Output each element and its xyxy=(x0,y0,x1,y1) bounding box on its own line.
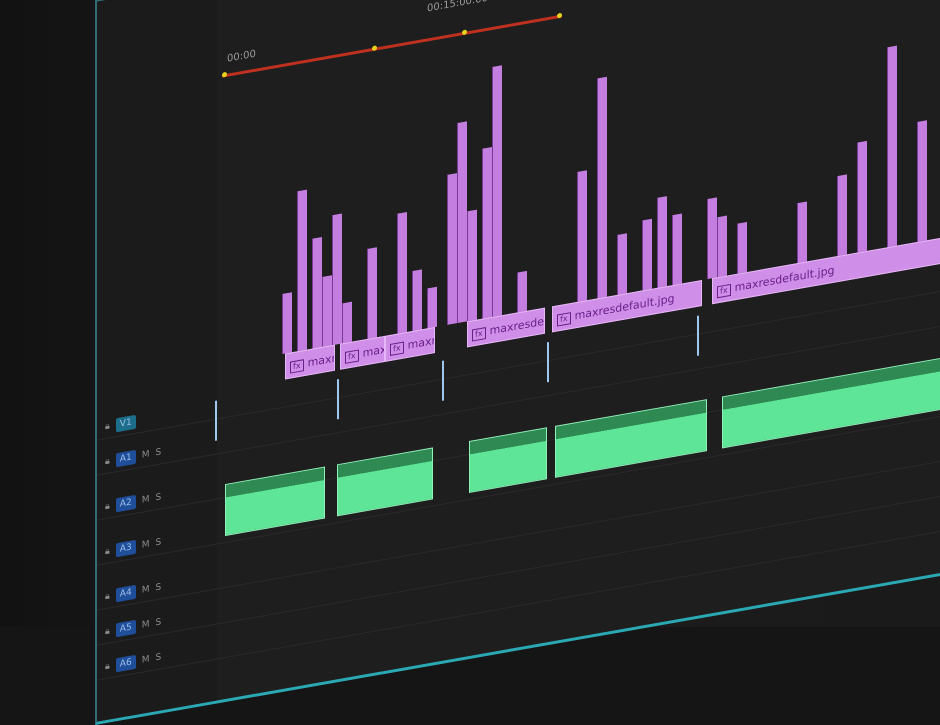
lock-icon[interactable]: 🔒︎ xyxy=(105,501,110,513)
keyframe-bar xyxy=(577,170,587,303)
mute-button[interactable]: M xyxy=(141,449,150,461)
lock-icon[interactable]: 🔒︎ xyxy=(105,626,110,638)
edit-marker xyxy=(442,360,444,401)
keyframe-bar xyxy=(322,275,332,347)
solo-button[interactable]: S xyxy=(155,582,162,594)
keyframe-bar xyxy=(492,65,502,317)
clip-label: maxresde xyxy=(489,314,545,338)
audio-clip[interactable] xyxy=(337,447,433,517)
keyframe-bar xyxy=(887,45,897,248)
edit-marker xyxy=(215,400,217,441)
video-clip[interactable]: fx maxresde xyxy=(467,307,545,348)
track-name[interactable]: V1 xyxy=(115,414,136,433)
keyframe-bar xyxy=(342,301,352,344)
keyframe-bar xyxy=(917,120,927,243)
track-name[interactable]: A3 xyxy=(115,539,136,558)
video-clip[interactable]: fx maxresdefault.jpg xyxy=(552,279,702,333)
clip-label: maxi xyxy=(362,342,385,360)
timecode-mark: 00:15:00:00 xyxy=(427,0,489,15)
lock-icon[interactable]: 🔒︎ xyxy=(105,661,110,673)
clip-label: maxr xyxy=(307,351,335,370)
lock-icon[interactable]: 🔒︎ xyxy=(105,546,110,558)
fx-badge: fx xyxy=(717,283,731,299)
fx-badge: fx xyxy=(390,341,404,356)
lock-icon[interactable]: 🔒︎ xyxy=(105,421,110,433)
solo-button[interactable]: S xyxy=(155,537,162,549)
lock-icon[interactable]: 🔒︎ xyxy=(105,456,110,468)
keyframe-bar xyxy=(447,173,457,325)
keyframe-bar xyxy=(397,211,407,334)
keyframe-bar xyxy=(737,222,747,274)
keyframe-bar xyxy=(642,218,652,291)
keyframe-bar xyxy=(312,236,322,349)
keyframe-bar xyxy=(332,213,342,346)
mute-button[interactable]: M xyxy=(141,654,150,666)
keyframe-bar xyxy=(482,146,492,319)
keyframe-bar xyxy=(427,286,437,329)
timecode-start: 00:00 xyxy=(227,48,256,65)
keyframe-bar xyxy=(617,233,627,295)
video-clip[interactable]: fx maxr xyxy=(285,344,335,380)
audio-clip[interactable] xyxy=(555,399,707,478)
edit-marker xyxy=(697,315,699,356)
mute-button[interactable]: M xyxy=(141,584,150,596)
track-name[interactable]: A4 xyxy=(115,584,136,603)
solo-button[interactable]: S xyxy=(155,652,162,664)
clip-label: maxresdefault.jpg xyxy=(734,263,835,295)
keyframe-bar xyxy=(857,140,867,253)
work-area-bar[interactable] xyxy=(222,12,562,78)
keyframe-bar xyxy=(797,201,807,264)
keyframe-bar xyxy=(707,197,717,280)
solo-button[interactable]: S xyxy=(155,492,162,504)
keyframe-bar xyxy=(717,215,727,278)
keyframe-bar xyxy=(457,121,467,324)
keyframe-bar xyxy=(837,174,847,257)
keyframe-bar xyxy=(282,292,292,355)
fx-badge: fx xyxy=(557,312,571,327)
mute-button[interactable]: M xyxy=(141,494,150,506)
audio-clip[interactable] xyxy=(469,427,547,494)
edit-marker xyxy=(337,378,339,420)
keyframe-bar xyxy=(467,209,477,322)
mute-button[interactable]: M xyxy=(141,539,150,551)
solo-button[interactable]: S xyxy=(155,447,162,459)
fx-badge: fx xyxy=(472,327,486,342)
fx-badge: fx xyxy=(345,349,359,364)
keyframe-bar xyxy=(597,76,607,299)
clip-label: maxre xyxy=(407,332,435,352)
edit-marker xyxy=(547,341,549,383)
track-name[interactable]: A1 xyxy=(115,449,136,468)
mute-button[interactable]: M xyxy=(141,619,150,631)
audio-clip[interactable] xyxy=(722,347,940,449)
keyframe-bar xyxy=(657,196,667,288)
track-name[interactable]: A2 xyxy=(115,494,136,513)
clip-label: maxresdefault.jpg xyxy=(574,291,675,323)
keyframe-bar xyxy=(412,269,422,332)
keyframe-bar xyxy=(517,270,527,313)
fx-badge: fx xyxy=(290,359,304,374)
keyframe-bar xyxy=(672,213,682,286)
keyframe-bar xyxy=(367,247,377,340)
keyframe-bar xyxy=(297,189,307,352)
video-clip[interactable]: fx maxre xyxy=(385,327,435,362)
track-name[interactable]: A5 xyxy=(115,619,136,638)
track-headers: 🔒︎ V1 🔒︎ A1 M S 🔒︎ A2 M S 🔒︎ A3 M S 🔒︎ A4 M S 🔒︎ A5 M S 🔒︎ A6 M S xyxy=(97,0,217,722)
track-name[interactable]: A6 xyxy=(115,654,136,673)
audio-clip[interactable] xyxy=(225,466,325,537)
lock-icon[interactable]: 🔒︎ xyxy=(105,591,110,603)
